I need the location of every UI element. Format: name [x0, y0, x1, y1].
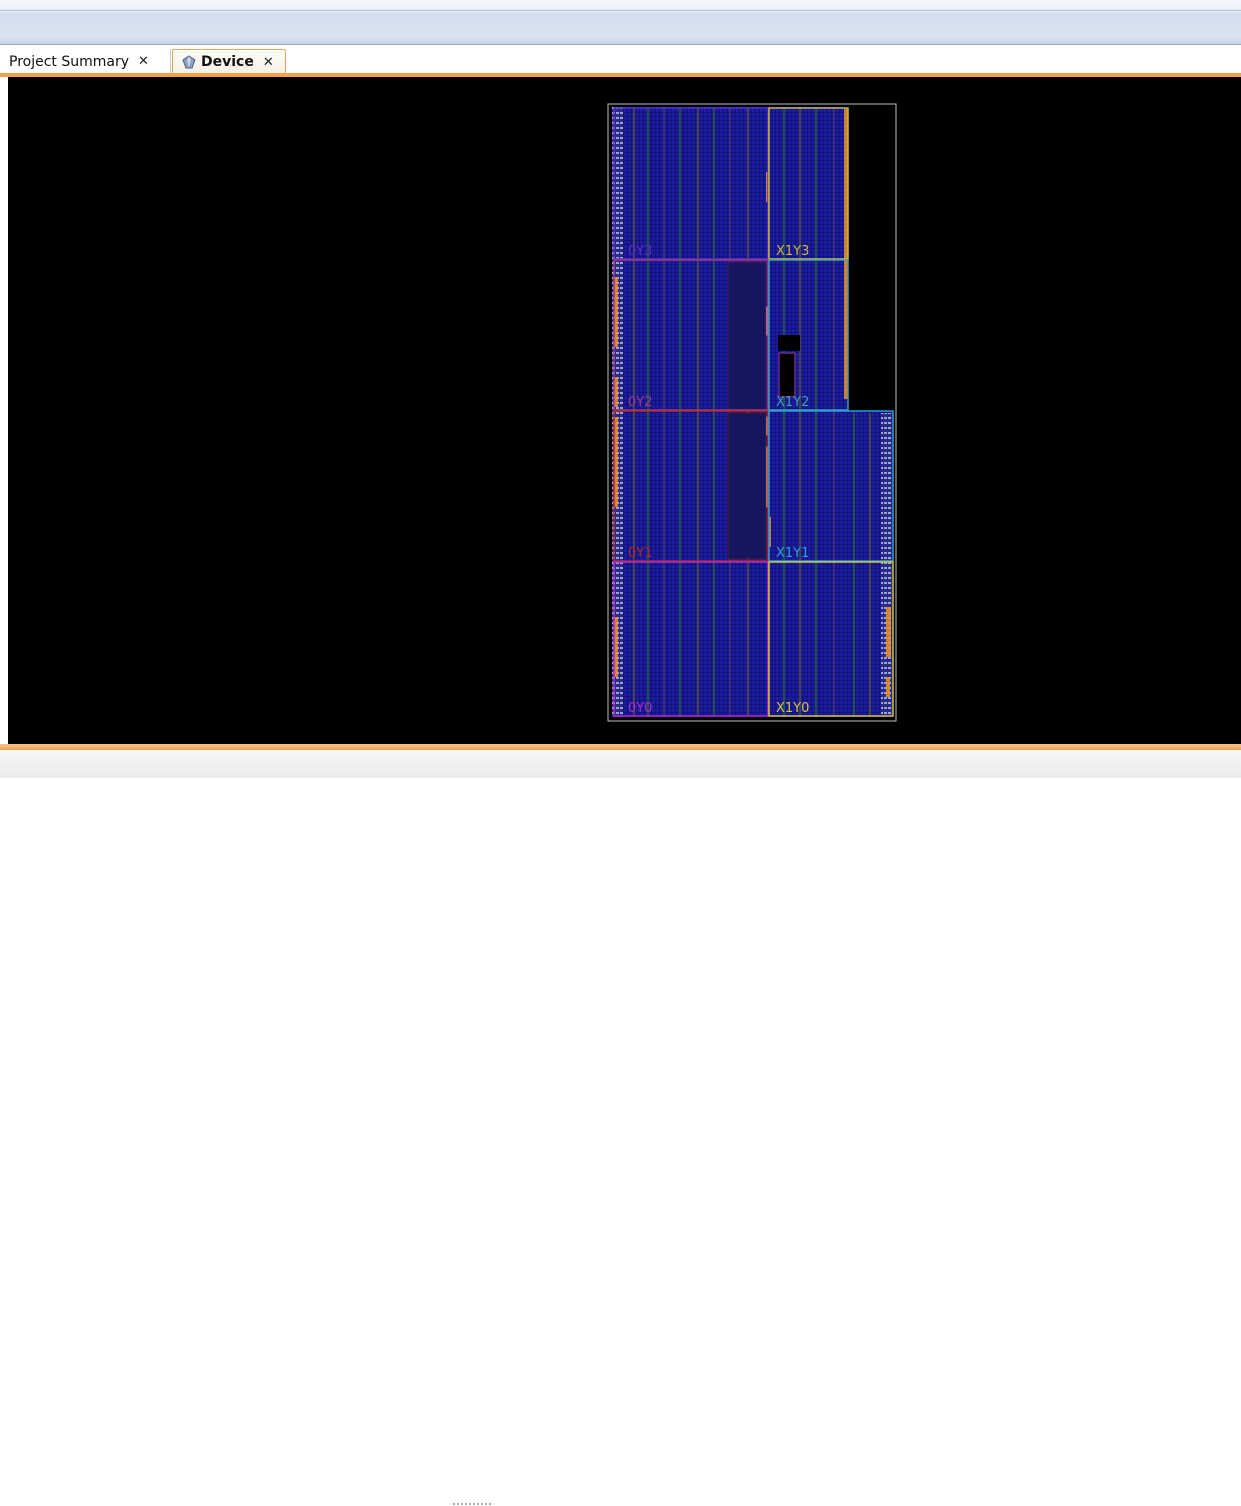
fabric-right-bottom [769, 411, 893, 717]
tab-label: Project Summary [9, 53, 130, 70]
io-marker [614, 617, 618, 677]
clock-region-label: X1Y0 [776, 701, 809, 716]
tab-underline [0, 73, 1241, 77]
hard-block [778, 352, 796, 398]
panel-divider [0, 744, 1241, 750]
editor-tab-strip: Project Summary ✕ Device ✕ [0, 45, 1241, 74]
clock-region-x0y2 [613, 259, 769, 411]
io-marker [614, 277, 618, 347]
io-marker [614, 417, 618, 507]
clock-region-x1y1 [768, 410, 894, 562]
io-marker [886, 677, 890, 697]
clock-region-label: 0Y2 [628, 395, 652, 410]
bottom-panel [0, 750, 1241, 1506]
io-markers [614, 109, 891, 697]
hard-block [727, 261, 767, 411]
device-icon [182, 55, 196, 69]
clock-region-x0y3 [613, 107, 769, 260]
device-view-canvas[interactable]: 0Y3 X1Y3 0Y2 X1Y2 0Y1 X1Y1 0Y0 X1Y0 [8, 77, 1241, 744]
device-floorplan[interactable]: 0Y3 X1Y3 0Y2 X1Y2 0Y1 X1Y1 0Y0 X1Y0 [8, 77, 1241, 744]
clock-region-x0y1 [613, 410, 769, 562]
tab-device[interactable]: Device ✕ [172, 49, 286, 74]
window-title-bar [0, 0, 1241, 45]
fabric-column-lines [633, 107, 871, 717]
clock-region-label: X1Y2 [776, 395, 809, 410]
clock-region-label: 0Y3 [628, 244, 652, 259]
clock-region-x1y2 [768, 259, 849, 411]
io-bank-right-bottom [881, 413, 892, 717]
clock-region-x0y0 [613, 561, 769, 717]
fabric-left [612, 107, 768, 717]
clock-region-label: X1Y1 [776, 546, 809, 561]
hard-block [727, 412, 767, 560]
clock-region-label: 0Y1 [628, 546, 652, 561]
tab-label: Device [201, 54, 254, 70]
io-marker [886, 607, 891, 657]
tab-project-summary[interactable]: Project Summary ✕ [0, 49, 171, 74]
io-bank-left [612, 107, 623, 717]
hard-block [778, 335, 800, 351]
io-marker [844, 109, 848, 399]
clock-region-label: X1Y3 [776, 244, 809, 259]
io-marker [614, 377, 618, 407]
close-icon[interactable]: ✕ [262, 54, 274, 70]
device-outline [607, 103, 897, 722]
clock-regions: 0Y3 X1Y3 0Y2 X1Y2 0Y1 X1Y1 0Y0 X1Y0 [613, 107, 894, 717]
splitter-grip-handle[interactable] [452, 1502, 492, 1506]
clock-region-x1y0 [768, 561, 894, 717]
clock-region-x1y3 [768, 107, 849, 260]
close-icon[interactable]: ✕ [138, 54, 149, 69]
clock-region-label: 0Y0 [628, 701, 652, 716]
